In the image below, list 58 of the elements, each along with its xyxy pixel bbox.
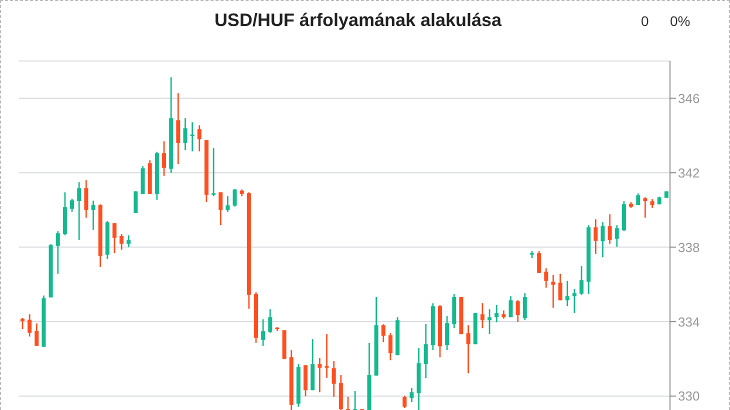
- candlestick: [544, 268, 548, 288]
- candlestick: [34, 322, 39, 347]
- candlestick: [480, 302, 484, 329]
- candlestick: [402, 395, 407, 409]
- candlestick: [183, 117, 188, 151]
- candlestick: [261, 318, 266, 347]
- candlestick: [565, 280, 570, 307]
- candlestick: [537, 250, 542, 274]
- candlestick: [126, 234, 131, 248]
- candlestick: [466, 324, 470, 374]
- candlestick: [516, 300, 520, 323]
- candlestick: [84, 179, 88, 218]
- candlestick: [112, 222, 116, 254]
- candlestick: [77, 181, 82, 241]
- candlestick: [608, 214, 612, 245]
- candlestick: [332, 360, 336, 398]
- candlestick: [318, 357, 322, 393]
- candlestick: [56, 230, 60, 274]
- candlestick: [551, 274, 556, 309]
- candlestick: [190, 122, 194, 152]
- candlestick: [176, 92, 180, 165]
- y-tick-label: 342: [678, 165, 700, 180]
- candlestick: [643, 196, 648, 218]
- candlestick: [522, 292, 527, 321]
- candlestick: [91, 200, 96, 231]
- candlestick: [508, 295, 513, 318]
- candlestick: [381, 324, 386, 343]
- candlestick: [494, 304, 499, 323]
- candlestick: [134, 190, 138, 214]
- candlestick: [614, 224, 619, 248]
- candlestick: [197, 124, 202, 152]
- y-tick-label: 330: [678, 388, 700, 404]
- candlestick: [70, 198, 74, 212]
- y-tick-label: 346: [678, 90, 700, 106]
- candlestick: [594, 218, 598, 255]
- chart-title: USD/HUF árfolyamának alakulása: [214, 10, 502, 30]
- candlestick: [558, 273, 562, 301]
- candlestick: [580, 265, 584, 296]
- candlestick: [424, 323, 428, 379]
- candlestick: [162, 140, 166, 177]
- candlestick: [572, 288, 576, 314]
- candlestick: [600, 222, 605, 258]
- candlestick: [120, 233, 124, 250]
- y-tick-label: 334: [678, 314, 700, 330]
- candlestick: [388, 332, 392, 361]
- candlestick: [212, 147, 216, 197]
- candlestick: [28, 313, 32, 338]
- candlestick: [445, 315, 450, 351]
- candlestick: [488, 308, 492, 335]
- y-tick-label: 338: [678, 240, 700, 255]
- text: 0%: [670, 13, 690, 29]
- candlestick: [218, 192, 223, 226]
- candlestick: [268, 308, 272, 334]
- candlestick: [232, 188, 237, 208]
- candlestick: [226, 195, 230, 212]
- text: 0: [641, 13, 649, 29]
- candlestick: [410, 387, 414, 403]
- candlestick: [324, 333, 329, 379]
